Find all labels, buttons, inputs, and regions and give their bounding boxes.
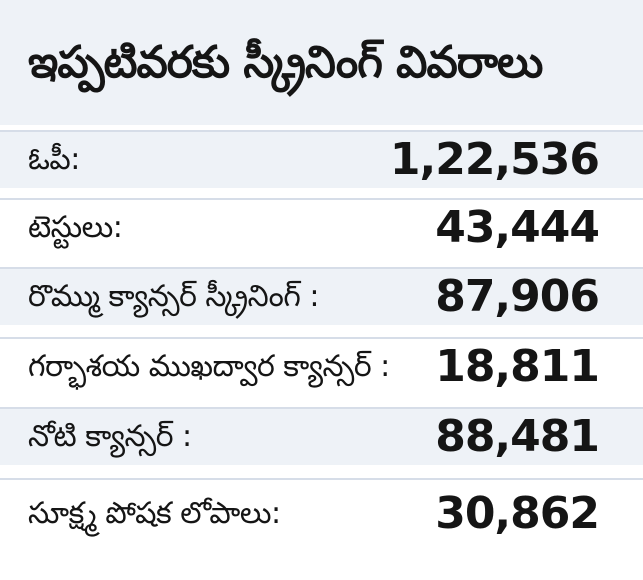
row-value: 87,906 (435, 271, 600, 322)
row-label: రొమ్ము క్యాన్సర్ స్క్రీనింగ్ : (28, 279, 320, 314)
row-value: 30,862 (435, 488, 600, 539)
row-breast-cancer-screening: రొమ్ము క్యాన్సర్ స్క్రీనింగ్ : 87,906 (0, 267, 643, 325)
card-title: ఇప్పటివరకు స్క్రీనింగ్ వివరాలు (28, 36, 543, 88)
row-value: 43,444 (435, 202, 600, 253)
row-label: సూక్ష్మ పోషక లోపాలు: (28, 496, 281, 531)
row-micronutrient-deficiency: సూక్ష్మ పోషక లోపాలు: 30,862 (0, 478, 643, 548)
row-value: 18,811 (435, 341, 600, 392)
row-cervical-cancer: గర్భాశయ ముఖద్వార క్యాన్సర్ : 18,811 (0, 337, 643, 395)
row-oral-cancer: నోటి క్యాన్సర్ : 88,481 (0, 407, 643, 465)
row-tests: టెస్టులు: 43,444 (0, 198, 643, 256)
title-band: ఇప్పటివరకు స్క్రీనింగ్ వివరాలు (0, 0, 643, 125)
row-label: టెస్టులు: (28, 210, 123, 245)
row-label: గర్భాశయ ముఖద్వార క్యాన్సర్ : (28, 349, 390, 384)
row-label: ఓపీ: (28, 142, 80, 177)
row-label: నోటి క్యాన్సర్ : (28, 419, 192, 454)
row-op: ఓపీ: 1,22,536 (0, 130, 643, 188)
row-value: 1,22,536 (389, 134, 600, 185)
row-value: 88,481 (435, 411, 600, 462)
